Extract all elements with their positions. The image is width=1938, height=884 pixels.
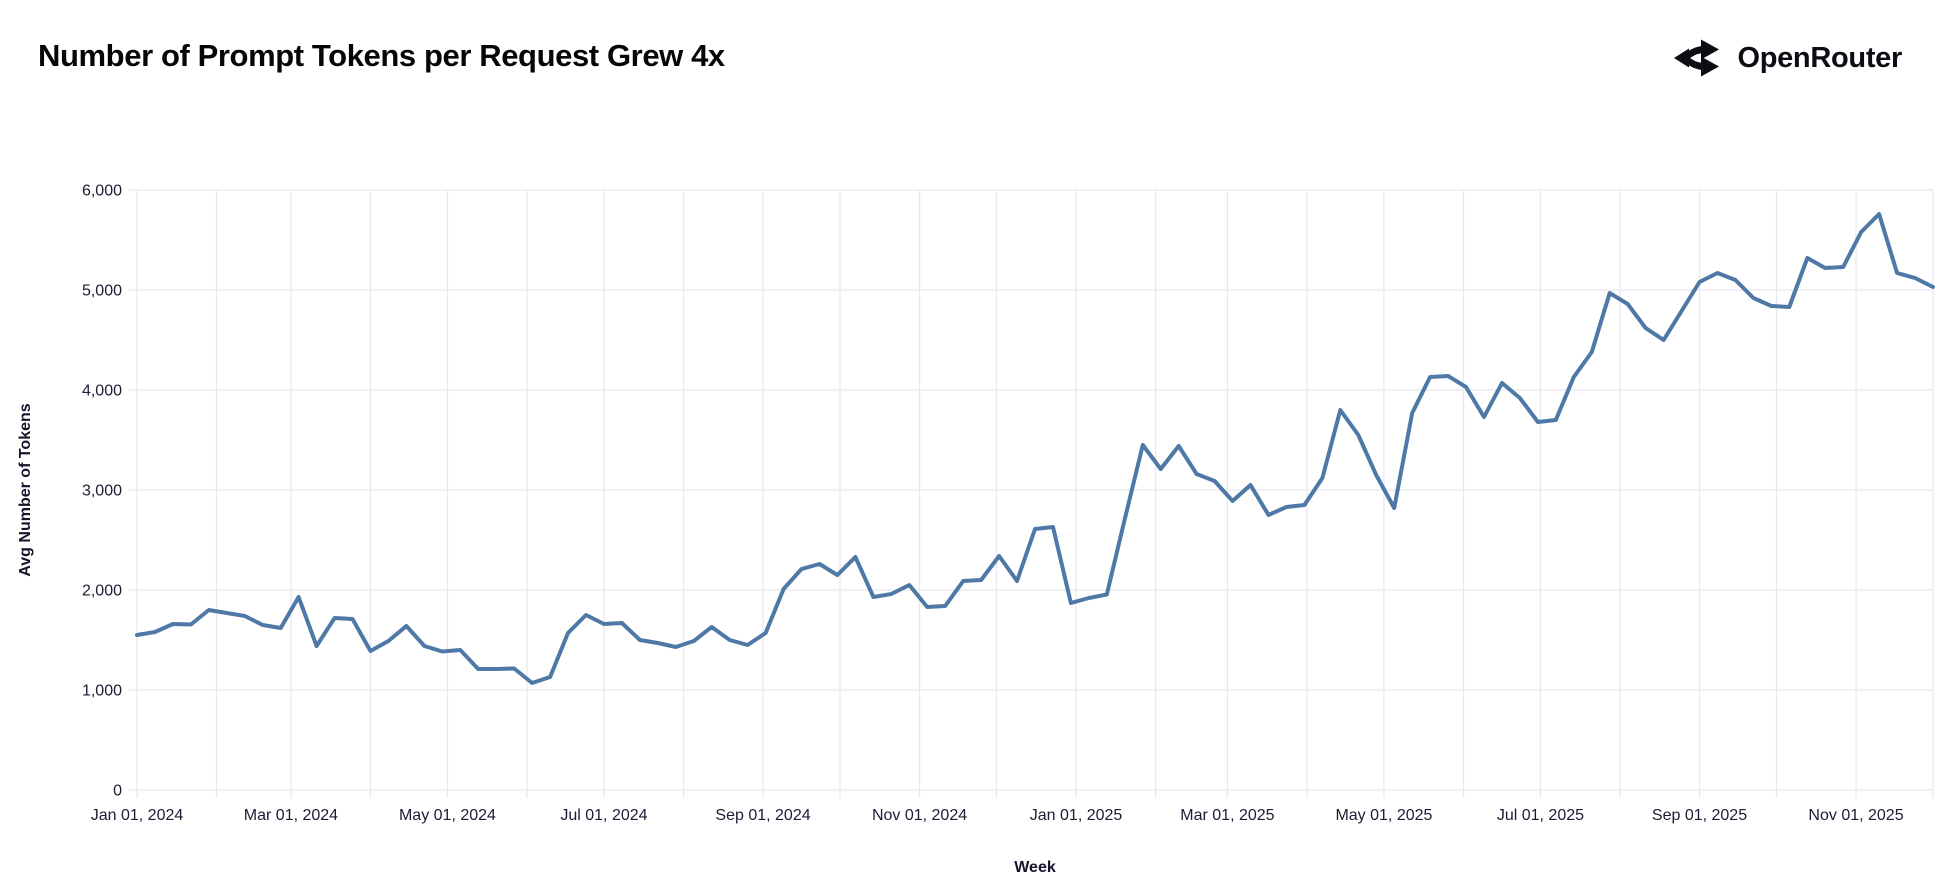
x-tick-label: Jan 01, 2025	[1030, 807, 1123, 824]
page-title: Number of Prompt Tokens per Request Grew…	[38, 38, 725, 73]
y-tick-label: 4,000	[82, 383, 122, 400]
brand-name: OpenRouter	[1737, 41, 1902, 74]
gridlines-group	[129, 189, 1934, 798]
x-tick-label: May 01, 2024	[399, 807, 496, 824]
x-axis-title: Week	[1014, 859, 1056, 876]
openrouter-logo-icon	[1673, 36, 1723, 80]
x-tick-label: Nov 01, 2025	[1808, 807, 1903, 824]
brand-logo: OpenRouter	[1673, 36, 1902, 80]
y-tick-label: 6,000	[82, 183, 122, 200]
x-tick-label: Jan 01, 2024	[91, 807, 184, 824]
x-tick-label: Jul 01, 2024	[560, 807, 647, 824]
y-tick-label: 0	[113, 783, 122, 800]
x-tick-label: Mar 01, 2025	[1180, 807, 1274, 824]
y-tick-label: 3,000	[82, 483, 122, 500]
y-axis-title: Avg Number of Tokens	[17, 403, 34, 576]
x-tick-label: Sep 01, 2025	[1652, 807, 1747, 824]
y-tick-label: 1,000	[82, 683, 122, 700]
series-group	[135, 212, 1935, 685]
x-tick-label: Nov 01, 2024	[872, 807, 967, 824]
x-tick-label: May 01, 2025	[1335, 807, 1432, 824]
x-tick-label: Sep 01, 2024	[715, 807, 810, 824]
tokens-series-line	[135, 212, 1935, 685]
x-tick-label: Jul 01, 2025	[1497, 807, 1584, 824]
x-tick-label: Mar 01, 2024	[244, 807, 338, 824]
axis-labels-group: 0 1,000 2,000 3,000 4,000 5,000 6,000 Jan 01, 2…	[82, 183, 1904, 825]
y-tick-label: 5,000	[82, 283, 122, 300]
y-tick-label: 2,000	[82, 583, 122, 600]
